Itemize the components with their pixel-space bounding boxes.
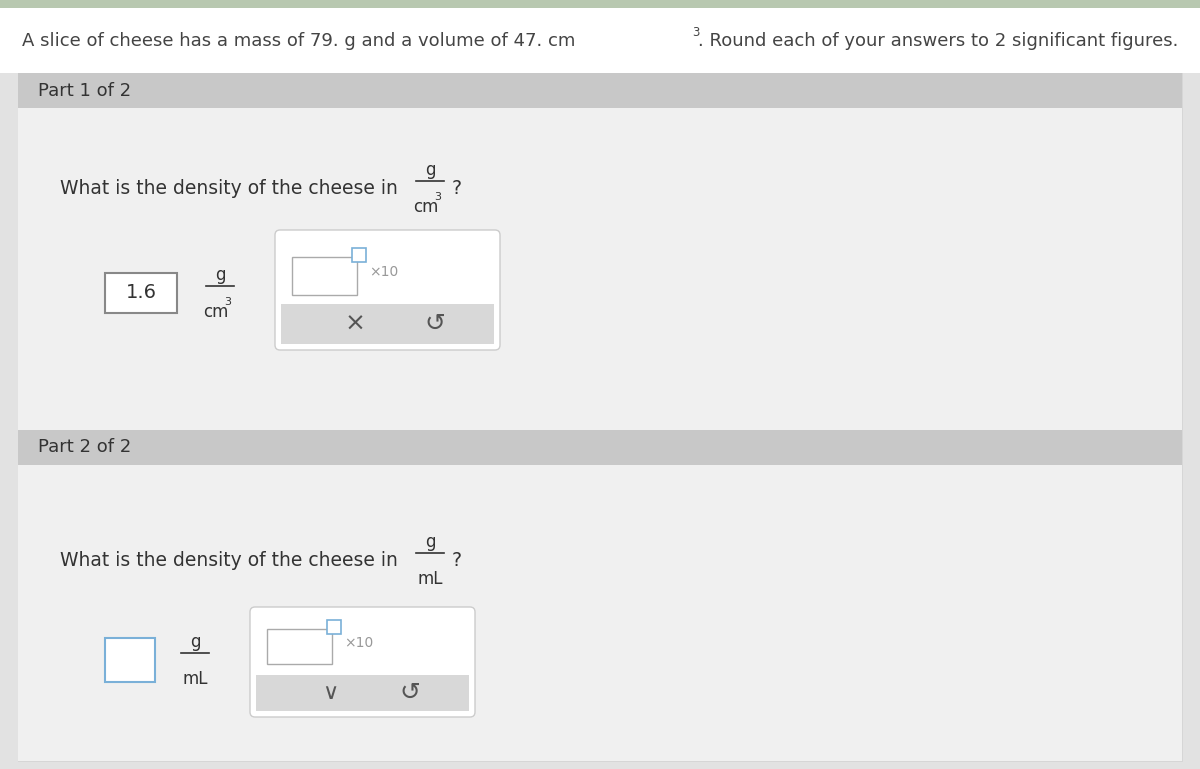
Text: What is the density of the cheese in: What is the density of the cheese in — [60, 178, 398, 198]
FancyBboxPatch shape — [18, 73, 1182, 761]
FancyBboxPatch shape — [292, 257, 358, 295]
Bar — [18, 430, 1182, 465]
Text: 3: 3 — [434, 192, 442, 202]
Text: ↺: ↺ — [400, 681, 420, 705]
Text: cm: cm — [203, 303, 229, 321]
FancyBboxPatch shape — [275, 230, 500, 350]
Bar — [18, 108, 1182, 430]
Text: 3: 3 — [692, 26, 700, 39]
Text: mL: mL — [182, 670, 208, 688]
Bar — [0, 8, 1200, 73]
Text: ×10: ×10 — [370, 265, 398, 279]
Bar — [18, 73, 1182, 108]
Text: ?: ? — [452, 178, 462, 198]
FancyBboxPatch shape — [352, 248, 366, 262]
Text: cm: cm — [413, 198, 439, 216]
Text: ∨: ∨ — [322, 683, 338, 703]
Text: g: g — [190, 633, 200, 651]
Text: ×10: ×10 — [344, 636, 373, 650]
Bar — [256, 675, 469, 711]
FancyBboxPatch shape — [106, 273, 178, 313]
Text: Part 1 of 2: Part 1 of 2 — [38, 82, 131, 99]
Text: What is the density of the cheese in: What is the density of the cheese in — [60, 551, 398, 570]
Text: ×: × — [344, 312, 366, 336]
FancyBboxPatch shape — [326, 620, 341, 634]
Text: . Round each of your answers to 2 significant figures.: . Round each of your answers to 2 signif… — [698, 32, 1178, 49]
Text: ↺: ↺ — [425, 312, 445, 336]
FancyBboxPatch shape — [106, 638, 155, 682]
Text: Part 2 of 2: Part 2 of 2 — [38, 438, 131, 457]
Text: g: g — [215, 266, 226, 284]
Bar — [18, 465, 1182, 761]
Text: 3: 3 — [224, 297, 232, 307]
Text: A slice of cheese has a mass of 79. g and a volume of 47. cm: A slice of cheese has a mass of 79. g an… — [22, 32, 575, 49]
Bar — [281, 304, 494, 344]
Text: mL: mL — [418, 570, 443, 588]
FancyBboxPatch shape — [250, 607, 475, 717]
Text: g: g — [425, 533, 436, 551]
Text: ?: ? — [452, 551, 462, 570]
Text: 1.6: 1.6 — [126, 284, 156, 302]
Bar — [0, 0, 1200, 8]
FancyBboxPatch shape — [281, 304, 494, 344]
FancyBboxPatch shape — [266, 629, 332, 664]
Text: g: g — [425, 161, 436, 179]
